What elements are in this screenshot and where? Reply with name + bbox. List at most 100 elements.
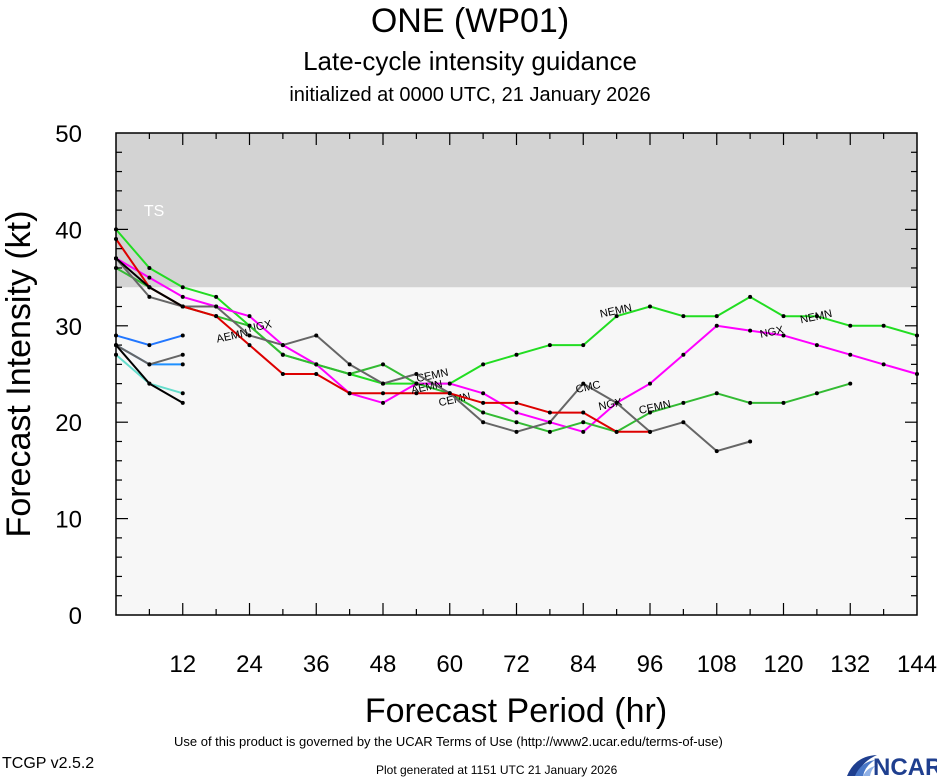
data-point bbox=[581, 410, 586, 415]
data-point bbox=[280, 352, 285, 357]
data-point bbox=[414, 372, 419, 376]
y-tick-label: 30 bbox=[55, 314, 82, 341]
data-point bbox=[147, 381, 152, 386]
data-point bbox=[147, 285, 152, 290]
data-point bbox=[648, 410, 652, 415]
x-tick-label: 60 bbox=[436, 651, 463, 678]
data-point bbox=[247, 314, 252, 319]
data-point bbox=[347, 391, 352, 396]
data-point bbox=[748, 400, 753, 405]
data-point bbox=[214, 314, 219, 319]
data-point bbox=[681, 314, 686, 319]
series-label: NGX bbox=[598, 396, 624, 413]
data-point bbox=[147, 265, 152, 270]
x-tick-label: 72 bbox=[503, 651, 530, 678]
x-tick-label: 96 bbox=[637, 651, 664, 678]
data-point bbox=[481, 391, 486, 396]
data-point bbox=[514, 400, 519, 405]
data-point bbox=[147, 275, 152, 280]
data-point bbox=[648, 381, 652, 386]
data-point bbox=[614, 429, 619, 434]
data-point bbox=[614, 400, 619, 405]
data-point bbox=[381, 381, 385, 386]
series-early-10 bbox=[114, 343, 185, 405]
x-tick-label: 120 bbox=[763, 651, 803, 678]
data-point bbox=[381, 400, 385, 405]
data-point bbox=[147, 343, 152, 348]
data-point bbox=[881, 362, 886, 367]
y-tick-label: 20 bbox=[55, 410, 82, 437]
data-point bbox=[547, 429, 552, 434]
data-point bbox=[748, 294, 753, 299]
data-point bbox=[447, 391, 452, 396]
data-point bbox=[180, 391, 185, 396]
x-tick-label: 144 bbox=[897, 651, 937, 678]
x-tick-label: 48 bbox=[370, 651, 397, 678]
series-label: NGX bbox=[247, 318, 273, 335]
data-point bbox=[514, 429, 519, 434]
data-point bbox=[247, 323, 252, 328]
ncar-swoosh-icon bbox=[847, 755, 877, 776]
data-point bbox=[714, 314, 719, 319]
data-point bbox=[180, 352, 185, 357]
ts-band: TS bbox=[116, 133, 917, 288]
data-point bbox=[180, 362, 185, 367]
data-point bbox=[314, 362, 319, 367]
data-point bbox=[781, 314, 786, 319]
version-label: TCGP v2.5.2 bbox=[2, 755, 95, 772]
data-point bbox=[681, 400, 686, 405]
data-point bbox=[848, 352, 853, 357]
series-label: CMC bbox=[575, 379, 602, 396]
generated-time: Plot generated at 1151 UTC 21 January 20… bbox=[376, 763, 618, 777]
data-point bbox=[781, 400, 786, 405]
data-point bbox=[414, 381, 419, 386]
data-point bbox=[614, 314, 619, 319]
data-point bbox=[481, 362, 486, 367]
data-point bbox=[681, 420, 686, 425]
x-tick-label: 84 bbox=[570, 651, 597, 678]
x-tick-label: 108 bbox=[697, 651, 737, 678]
data-point bbox=[214, 304, 219, 309]
terms-of-use-text: Use of this product is governed by the U… bbox=[174, 734, 723, 749]
data-point bbox=[381, 362, 385, 367]
data-point bbox=[280, 372, 285, 376]
data-point bbox=[547, 343, 552, 348]
data-point bbox=[714, 449, 719, 454]
series-early-5 bbox=[114, 256, 185, 309]
data-point bbox=[247, 333, 252, 338]
series-label: NGX bbox=[759, 324, 785, 341]
data-point bbox=[481, 400, 486, 405]
y-axis-label: Forecast Intensity (kt) bbox=[0, 211, 38, 538]
ts-band-rect bbox=[116, 133, 917, 288]
data-point bbox=[147, 362, 152, 367]
data-point bbox=[848, 323, 853, 328]
data-point bbox=[714, 391, 719, 396]
data-point bbox=[814, 314, 819, 319]
ts-band-label: TS bbox=[144, 203, 164, 220]
y-tick-label: 40 bbox=[55, 217, 82, 244]
data-point bbox=[581, 381, 586, 386]
data-point bbox=[814, 391, 819, 396]
series-ngx: NGX NGX NGX bbox=[114, 256, 919, 434]
data-point bbox=[414, 391, 419, 396]
data-point bbox=[314, 372, 319, 376]
data-point bbox=[748, 328, 753, 333]
data-point bbox=[714, 323, 719, 328]
data-point bbox=[881, 323, 886, 328]
data-point bbox=[347, 372, 352, 376]
x-tick-label: 132 bbox=[830, 651, 870, 678]
data-point bbox=[514, 352, 519, 357]
chart-subtitle: Late-cycle intensity guidance bbox=[303, 46, 637, 76]
data-point bbox=[180, 285, 185, 290]
data-point bbox=[180, 294, 185, 299]
data-point bbox=[381, 391, 385, 396]
data-point bbox=[447, 381, 452, 386]
y-tick-label: 50 bbox=[55, 121, 82, 148]
data-point bbox=[347, 362, 352, 367]
data-point bbox=[280, 343, 285, 348]
data-point bbox=[648, 429, 652, 434]
series-line bbox=[115, 257, 751, 453]
y-tick-label: 0 bbox=[69, 603, 82, 630]
data-point bbox=[581, 429, 586, 434]
